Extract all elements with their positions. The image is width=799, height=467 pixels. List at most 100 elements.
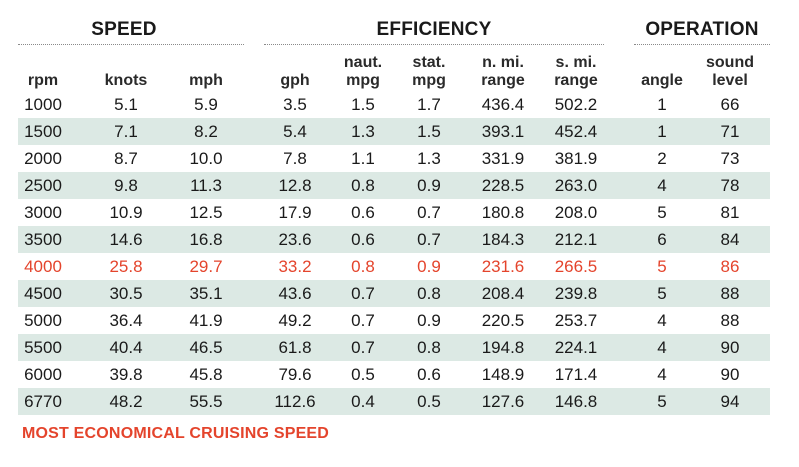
cell-n-range: 148.9 — [481, 365, 525, 384]
cell-s-range: 239.8 — [554, 284, 598, 303]
cell-stat-mpg: 0.9 — [417, 176, 441, 195]
cell-gph: 49.2 — [278, 311, 312, 330]
cell-gph: 5.4 — [283, 122, 307, 141]
header-mph: mph — [175, 50, 237, 90]
cell-naut-mpg: 1.5 — [351, 95, 375, 114]
header-stat-mpg: stat. mpg — [403, 50, 455, 90]
cell-mph: 16.8 — [189, 230, 223, 249]
cell-stat-mpg: 0.9 — [417, 257, 441, 276]
cell-n-range: 220.5 — [481, 311, 525, 330]
header-knots: knots — [95, 50, 157, 90]
header-gph: gph — [264, 50, 326, 90]
header-naut-mpg: naut. mpg — [337, 50, 389, 90]
cell-n-range: 231.6 — [481, 257, 525, 276]
cell-rpm: 2000 — [24, 149, 62, 168]
cell-rpm: 5000 — [24, 311, 62, 330]
header-naut-mpg-line-2: mpg — [346, 72, 380, 89]
cell-stat-mpg: 0.7 — [417, 230, 441, 249]
cell-s-range: 263.0 — [554, 176, 598, 195]
cell-knots: 7.1 — [114, 122, 138, 141]
cell-mph: 5.9 — [194, 95, 218, 114]
cell-mph: 35.1 — [189, 284, 223, 303]
header-s-range-line-1: s. mi. — [555, 54, 597, 71]
cell-knots: 5.1 — [114, 95, 138, 114]
cell-s-range: 224.1 — [554, 338, 598, 357]
group-title-operation: OPERATION — [645, 19, 759, 40]
cell-naut-mpg: 0.7 — [351, 311, 375, 330]
header-knots-line-2: knots — [104, 72, 148, 89]
cell-sound: 78 — [720, 176, 740, 195]
header-rpm-line-2: rpm — [27, 72, 59, 89]
cell-s-range: 146.8 — [554, 392, 598, 411]
cell-angle: 4 — [657, 365, 667, 384]
cell-rpm: 1000 — [24, 95, 62, 114]
footnote-most-economical: MOST ECONOMICAL CRUISING SPEED — [22, 425, 330, 442]
cell-gph: 112.6 — [274, 392, 316, 411]
cell-knots: 8.7 — [114, 149, 138, 168]
cell-stat-mpg: 1.3 — [417, 149, 441, 168]
cell-angle: 5 — [657, 257, 667, 276]
cell-s-range: 171.4 — [554, 365, 598, 384]
cell-rpm: 1500 — [24, 122, 62, 141]
cell-sound: 88 — [720, 284, 740, 303]
cell-n-range: 208.4 — [481, 284, 525, 303]
cell-s-range: 381.9 — [554, 149, 598, 168]
group-rule-speed — [18, 44, 244, 45]
cell-s-range: 266.5 — [554, 257, 598, 276]
cell-knots: 48.2 — [109, 392, 143, 411]
cell-rpm: 5500 — [24, 338, 62, 357]
header-gph-line-1 — [264, 54, 326, 72]
cell-sound: 88 — [720, 311, 740, 330]
cell-naut-mpg: 1.1 — [351, 149, 375, 168]
header-stat-mpg-line-1: stat. — [412, 54, 446, 71]
cell-angle: 5 — [657, 203, 667, 222]
cell-naut-mpg: 1.3 — [351, 122, 375, 141]
cell-rpm: 6000 — [24, 365, 62, 384]
cell-angle: 6 — [657, 230, 667, 249]
cell-mph: 10.0 — [189, 149, 223, 168]
cell-angle: 4 — [657, 338, 667, 357]
table-row: 6770 48.2 55.5 112.6 0.4 0.5 127.6 146.8 5 94 — [18, 388, 770, 415]
cell-sound: 90 — [720, 365, 740, 384]
cell-stat-mpg: 0.8 — [417, 284, 441, 303]
cell-stat-mpg: 0.9 — [417, 311, 441, 330]
header-naut-mpg-line-1: naut. — [343, 54, 383, 71]
header-n-range-line-1: n. mi. — [482, 54, 524, 71]
table-row: 3000 10.9 12.5 17.9 0.6 0.7 180.8 208.0 5 81 — [18, 199, 770, 226]
table-row: 1500 7.1 8.2 5.4 1.3 1.5 393.1 452.4 1 71 — [18, 118, 770, 145]
cell-angle: 1 — [657, 95, 667, 114]
cell-knots: 39.8 — [109, 365, 143, 384]
cell-rpm: 2500 — [24, 176, 62, 195]
cell-gph: 23.6 — [278, 230, 312, 249]
cell-mph: 55.5 — [189, 392, 223, 411]
cell-gph: 7.8 — [283, 149, 307, 168]
cell-knots: 40.4 — [109, 338, 143, 357]
cell-knots: 9.8 — [114, 176, 138, 195]
cell-naut-mpg: 0.8 — [351, 176, 375, 195]
cell-n-range: 331.9 — [481, 149, 525, 168]
cell-sound: 94 — [720, 392, 740, 411]
cell-naut-mpg: 0.7 — [351, 338, 375, 357]
cell-gph: 17.9 — [278, 203, 312, 222]
group-title-efficiency: EFFICIENCY — [376, 19, 492, 40]
cell-mph: 45.8 — [189, 365, 223, 384]
header-s-range: s. mi. range — [541, 50, 611, 90]
cell-naut-mpg: 0.6 — [351, 230, 375, 249]
cell-gph: 79.6 — [278, 365, 312, 384]
group-rule-operation — [634, 44, 770, 45]
header-n-range: n. mi. range — [468, 50, 538, 90]
cell-s-range: 452.4 — [554, 122, 598, 141]
cell-sound: 86 — [720, 257, 740, 276]
table-row: 3500 14.6 16.8 23.6 0.6 0.7 184.3 212.1 6 84 — [18, 226, 770, 253]
cell-stat-mpg: 0.7 — [417, 203, 441, 222]
cell-sound: 66 — [720, 95, 740, 114]
cell-sound: 71 — [720, 122, 740, 141]
cell-naut-mpg: 0.4 — [351, 392, 375, 411]
cell-mph: 11.3 — [190, 176, 222, 195]
cell-mph: 46.5 — [189, 338, 223, 357]
table-row: 2000 8.7 10.0 7.8 1.1 1.3 331.9 381.9 2 73 — [18, 145, 770, 172]
cell-stat-mpg: 1.7 — [417, 95, 441, 114]
header-sound-line-1: sound — [706, 54, 754, 71]
cell-mph: 8.2 — [194, 122, 218, 141]
